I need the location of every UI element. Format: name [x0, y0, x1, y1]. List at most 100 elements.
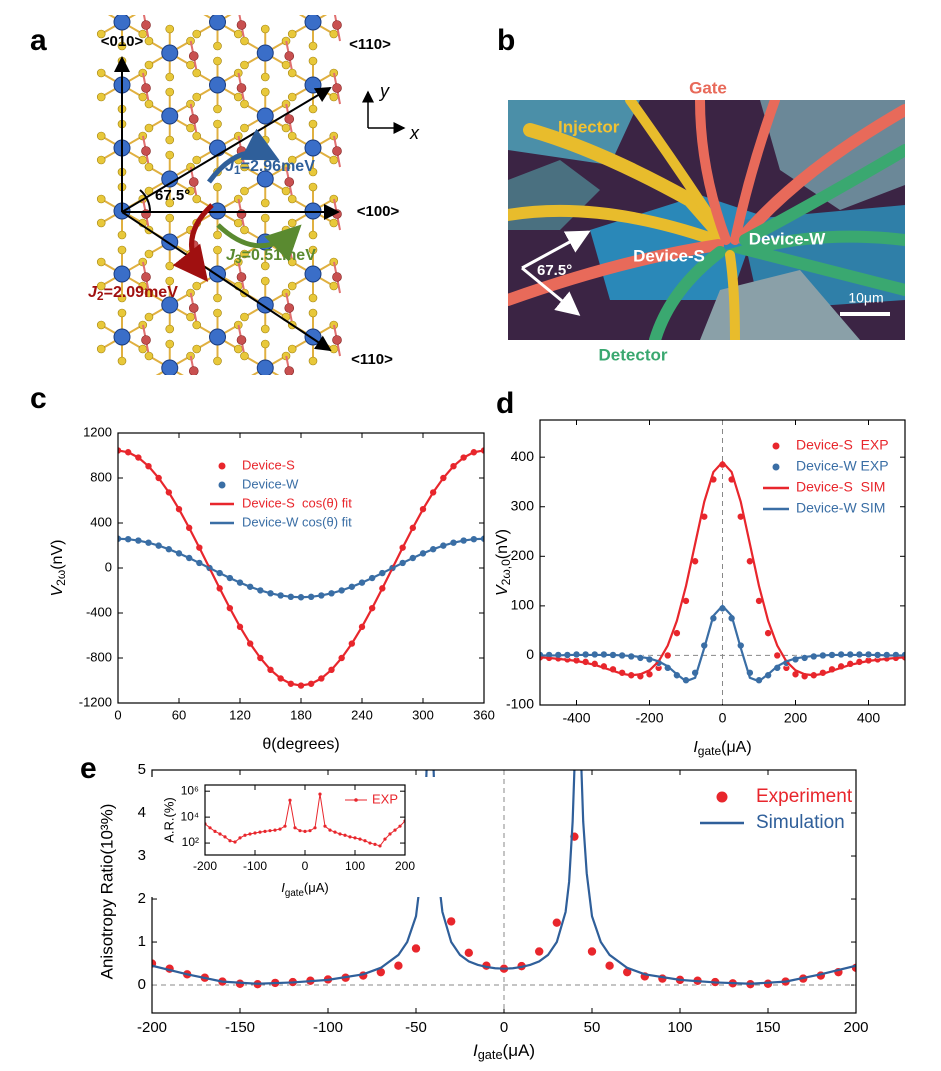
atom: [284, 177, 295, 187]
label-part: I: [281, 880, 285, 895]
atom: [138, 155, 148, 165]
label-part: 1: [234, 163, 241, 177]
atom: [308, 308, 318, 318]
gate-label: Gate: [689, 78, 727, 97]
data-point: [268, 829, 272, 833]
atom: [240, 123, 249, 133]
data-point: [253, 831, 257, 835]
atom: [97, 6, 105, 14]
legend-label: Device-S: [242, 457, 295, 472]
data-point: [223, 835, 227, 839]
direction-label: <110>: [349, 36, 391, 53]
atom: [96, 68, 106, 78]
atom: [308, 56, 318, 66]
injector-label: Injector: [558, 117, 620, 136]
atom: [332, 146, 342, 156]
atom: [308, 167, 318, 177]
atom: [260, 213, 270, 223]
atom: [240, 162, 249, 172]
micrograph: [508, 100, 905, 340]
x-axis-label: Igate(μA): [693, 739, 751, 758]
data-point: [278, 827, 282, 831]
x-tick-label: 200: [395, 859, 415, 873]
atom: [96, 281, 106, 291]
x-tick-label: 200: [784, 710, 808, 726]
atom: [308, 182, 318, 192]
atom: [165, 24, 175, 34]
atom: [213, 308, 222, 318]
atom: [329, 29, 339, 39]
x-tick-label: -50: [405, 1019, 427, 1036]
y-tick-label: 4: [138, 804, 146, 821]
atom: [260, 261, 270, 271]
atom: [256, 44, 274, 62]
x-tick-label: -200: [137, 1019, 167, 1036]
atom: [260, 276, 270, 286]
data-point: [288, 798, 292, 802]
data-point: [283, 824, 287, 828]
atom: [287, 281, 297, 291]
atom: [329, 218, 339, 228]
atom: [138, 92, 148, 102]
data-point: [333, 830, 337, 834]
atom: [256, 359, 274, 375]
atom: [144, 288, 154, 298]
legend-marker: [772, 442, 780, 450]
atom: [96, 218, 106, 228]
plot-frame: [117, 432, 485, 704]
atom: [287, 218, 297, 228]
atom: [233, 344, 243, 354]
atom: [308, 245, 318, 255]
atom: [96, 155, 106, 165]
atom: [144, 60, 154, 70]
atom: [308, 104, 318, 114]
atom: [332, 83, 342, 93]
data-point: [343, 833, 347, 837]
atom: [240, 60, 249, 70]
data-point: [368, 841, 372, 845]
data-point: [393, 960, 404, 971]
atom: [236, 20, 247, 30]
data-point: [273, 828, 277, 832]
x-tick-label: 0: [114, 707, 121, 722]
x-tick-label: -100: [243, 859, 267, 873]
atom: [166, 388, 174, 396]
atom: [165, 324, 175, 334]
y-tick-label: 100: [511, 597, 535, 613]
atom: [213, 119, 222, 129]
data-point: [233, 840, 237, 844]
atom: [144, 162, 154, 172]
legend-marker: [772, 463, 780, 471]
atom: [193, 6, 201, 14]
chart: e -200 -150 -100 -50 0 50 100 150 200 0 1 2 3 4 5 Experi…: [80, 752, 869, 1062]
data-point: [663, 651, 672, 660]
data-point: [328, 828, 332, 832]
atom: [113, 328, 131, 346]
atom: [329, 92, 339, 102]
atom: [188, 51, 199, 61]
series-line: [540, 604, 905, 683]
atom: [332, 335, 342, 345]
label-part: (μA): [503, 1041, 535, 1060]
coupling-label: J1=2.96meV: [225, 158, 315, 177]
atom: [281, 123, 291, 133]
y-tick-label: 2: [138, 890, 146, 907]
atom: [287, 29, 297, 39]
atom: [329, 281, 339, 291]
data-point: [338, 832, 342, 836]
data-point: [358, 837, 362, 841]
y-tick-label: 1200: [83, 424, 112, 439]
data-point: [303, 829, 307, 833]
x-axis-label: Igate(μA): [281, 880, 328, 898]
direction-label: <100>: [357, 203, 400, 220]
atom: [284, 303, 295, 313]
atom: [308, 293, 318, 303]
atom: [209, 76, 226, 94]
label-part: V: [49, 584, 66, 596]
atom: [240, 249, 249, 259]
x-tick-label: 150: [755, 1019, 780, 1036]
atom: [192, 155, 202, 165]
atom: [188, 366, 199, 375]
atom: [304, 265, 322, 283]
